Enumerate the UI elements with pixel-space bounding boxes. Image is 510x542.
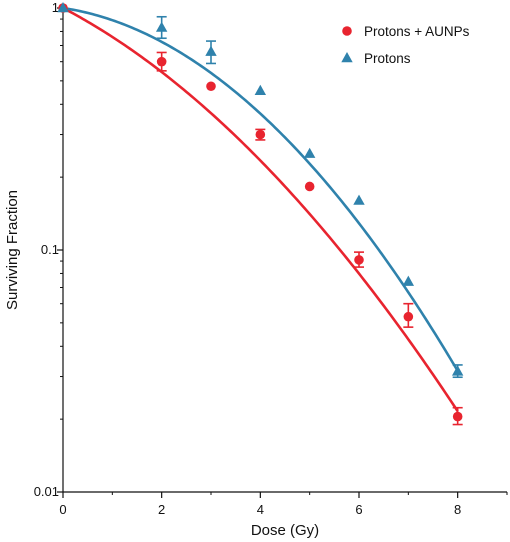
x-tick-label: 6: [355, 502, 362, 517]
x-axis-title: Dose (Gy): [251, 522, 319, 539]
legend: Protons + AUNPs Protons: [341, 24, 470, 66]
data-point-series-1: [451, 365, 464, 376]
legend-label-protons: Protons: [364, 51, 411, 66]
data-point-series-1: [303, 147, 316, 158]
y-tick-label: 0.1: [41, 242, 59, 257]
data-point-series-0: [255, 129, 266, 140]
data-point-series-0: [452, 411, 463, 422]
x-tick-label: 8: [454, 502, 461, 517]
y-axis-title: Surviving Fraction: [4, 190, 21, 310]
fit-curves: [62, 6, 459, 412]
y-tick-label: 0.01: [34, 484, 59, 499]
legend-marker-protons: [341, 52, 353, 63]
data-point-series-0: [354, 255, 364, 265]
data-point-series-1: [205, 45, 217, 56]
data-points: [57, 2, 464, 422]
data-point-series-1: [353, 194, 365, 205]
data-point-series-1: [402, 275, 415, 286]
axes: [62, 8, 507, 493]
fit-curve-series-1: [62, 6, 459, 372]
x-tick-label: 0: [59, 502, 66, 517]
data-point-series-0: [403, 311, 414, 322]
legend-label-protons-aunps: Protons + AUNPs: [364, 24, 470, 39]
data-point-series-1: [254, 84, 267, 95]
data-point-series-1: [155, 21, 168, 32]
data-point-series-0: [206, 81, 216, 92]
data-point-series-0: [156, 56, 167, 67]
data-point-series-0: [304, 181, 315, 192]
x-tick-label: 4: [257, 502, 264, 517]
error-bars: [156, 15, 463, 426]
fit-curve-series-0: [62, 6, 459, 412]
x-tick-label: 2: [158, 502, 165, 517]
y-tick-label: 1: [52, 0, 59, 15]
legend-marker-protons-aunps: [342, 26, 352, 36]
data-point-series-1: [57, 2, 69, 13]
ticks: 0 2 4 6 8 0.01 0.1 1: [34, 0, 508, 517]
